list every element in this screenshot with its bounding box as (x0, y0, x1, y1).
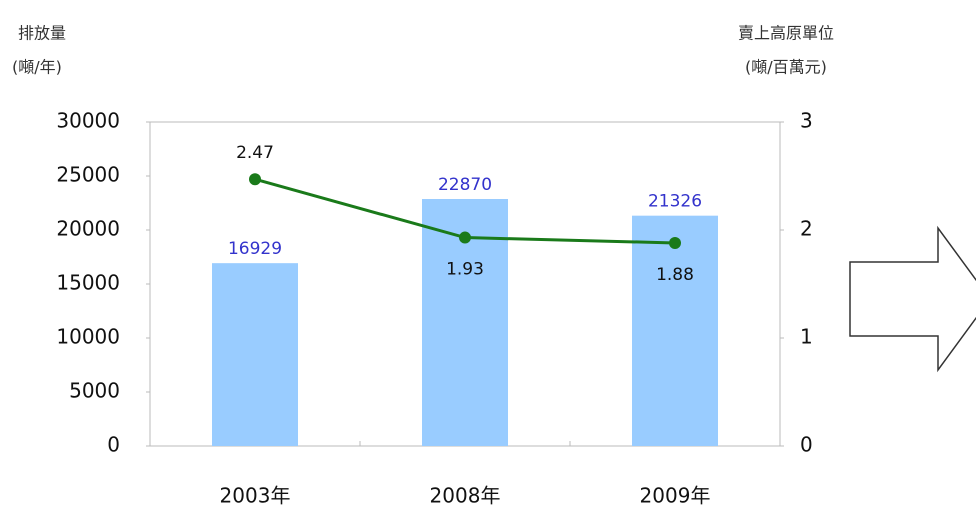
y2-tick-label: 1 (800, 325, 813, 349)
x-tick-label: 2009年 (640, 484, 711, 508)
y2-axis-label: 賣上高原單位 (738, 24, 834, 43)
y2-tick-label: 0 (800, 433, 813, 457)
y2-axis-label: (噸/百萬元) (745, 58, 827, 77)
bar-value-label: 22870 (438, 175, 492, 195)
x-tick-label: 2008年 (430, 484, 501, 508)
bar-value-label: 16929 (228, 239, 282, 259)
x-tick-label: 2003年 (220, 484, 291, 508)
bar (212, 263, 298, 446)
arrow (849, 225, 976, 373)
line-value-label: 1.88 (656, 265, 694, 285)
y-tick-label: 20000 (56, 217, 120, 241)
line-point (459, 231, 471, 244)
y-axis-label: (噸/年) (12, 58, 62, 77)
bar-value-label: 21326 (648, 192, 702, 212)
y-tick-label: 0 (107, 433, 120, 457)
y-tick-label: 25000 (56, 163, 120, 187)
y-tick-label: 5000 (69, 379, 120, 403)
line-point (249, 173, 261, 186)
line-point (669, 236, 681, 249)
y2-tick-label: 2 (800, 217, 813, 241)
y2-tick-label: 3 (800, 109, 813, 133)
y-tick-label: 10000 (56, 325, 120, 349)
y-tick-label: 15000 (56, 271, 120, 295)
y-tick-label: 30000 (56, 109, 120, 133)
y-axis-label: 排放量 (18, 24, 66, 43)
bar (632, 215, 718, 446)
line-value-label: 1.93 (446, 260, 484, 280)
line-value-label: 2.47 (236, 143, 274, 163)
